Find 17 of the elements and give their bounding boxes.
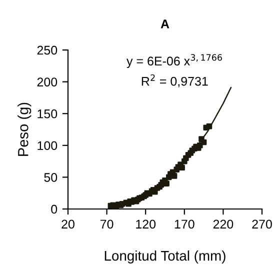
x-tick-label: 20	[62, 220, 74, 229]
x-tick-label: 170	[174, 220, 194, 229]
x-tick-label: 120	[136, 220, 156, 229]
y-tick-label: 250	[37, 46, 58, 55]
y-tick-label: 0	[51, 204, 58, 214]
x-tick-label: 70	[100, 220, 114, 229]
annotation: R$^{2}$ = 0,9731	[142, 74, 208, 88]
x-axis-title: Longitud Total (mm)	[104, 250, 226, 264]
y-tick-label: 150	[38, 109, 58, 118]
x-tick-label: 220	[213, 220, 234, 229]
x-tick-label: 270	[252, 220, 272, 229]
y-axis-title: Peso (g)	[18, 102, 32, 156]
chart-title: A	[160, 20, 170, 28]
y-tick-label: 200	[37, 78, 58, 86]
y-tick-label: 50	[44, 173, 58, 182]
y-tick-label: 100	[38, 141, 58, 150]
annotation: y = 6E-06 x$^{3,1766}$	[126, 54, 222, 68]
